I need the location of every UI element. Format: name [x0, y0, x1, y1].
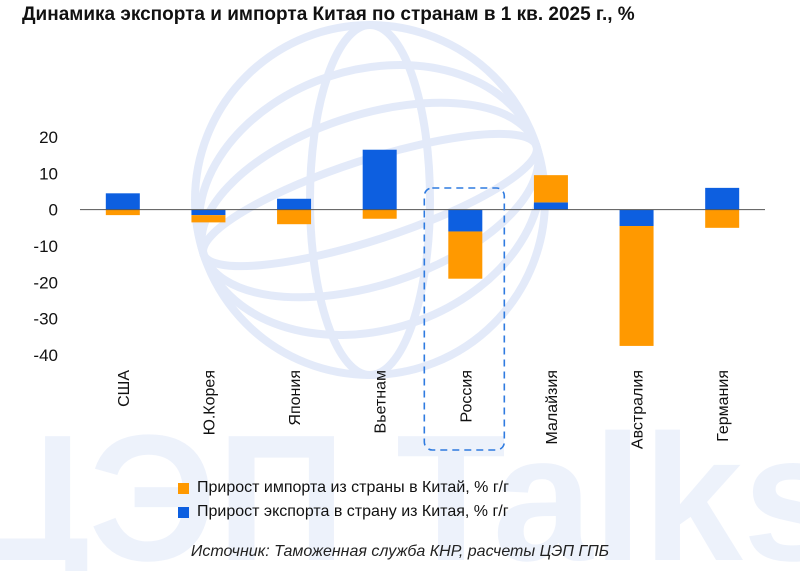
bar-export-3	[362, 149, 397, 210]
bar-import-7	[705, 209, 740, 228]
bar-export-6	[619, 209, 654, 227]
category-label: Япония	[287, 370, 304, 426]
y-tick-label: 20	[39, 128, 58, 147]
bar-import-4	[448, 231, 483, 279]
legend-swatch-import	[178, 482, 189, 494]
category-labels: США Ю.Корея Япония Вьетнам Россия Малайзия Авс…	[116, 370, 732, 449]
category-label: Вьетнам	[373, 370, 390, 433]
bar-export-1	[191, 209, 226, 216]
highlight-box-russia	[423, 187, 506, 451]
bar-export-0	[105, 193, 140, 210]
bar-import-5	[533, 175, 568, 203]
bar-export-5	[533, 202, 568, 210]
category-label: Россия	[458, 370, 475, 422]
legend-label-export: Прирост экспорта в страну из Китая, % г/…	[197, 503, 509, 520]
category-label: Германия	[715, 370, 732, 442]
y-tick-label: -40	[33, 346, 58, 365]
y-tick-label: -10	[33, 237, 58, 256]
bar-import-3	[362, 209, 397, 219]
category-label: США	[116, 370, 133, 407]
watermark-text: ЦЭП Talks	[0, 398, 800, 571]
bar-export-4	[448, 209, 483, 232]
bar-export-7	[705, 187, 740, 210]
y-tick-label: 0	[49, 201, 58, 220]
bar-import-0	[105, 209, 140, 216]
category-label: Австралия	[630, 370, 647, 449]
bar-import-2	[277, 209, 312, 225]
source-note: Источник: Таможенная служба КНР, расчеты…	[190, 543, 610, 560]
y-tick-label: -30	[33, 310, 58, 329]
y-axis: 20 10 0 -10 -20 -30 -40	[33, 128, 58, 365]
bars	[105, 149, 740, 346]
bar-import-1	[191, 215, 226, 223]
category-label: Малайзия	[544, 370, 561, 445]
y-tick-label: -20	[33, 273, 58, 292]
legend: Прирост импорта из страны в Китай, % г/г…	[178, 476, 509, 524]
category-label: Ю.Корея	[201, 370, 218, 435]
chart-title: Динамика экспорта и импорта Китая по стр…	[22, 4, 635, 25]
legend-swatch-export	[178, 506, 189, 518]
legend-label-import: Прирост импорта из страны в Китай, % г/г	[197, 479, 509, 496]
bar-export-2	[277, 198, 312, 210]
bar-import-6	[619, 226, 654, 346]
legend-item-export: Прирост экспорта в страну из Китая, % г/…	[178, 500, 509, 524]
legend-item-import: Прирост импорта из страны в Китай, % г/г	[178, 476, 509, 500]
y-tick-label: 10	[39, 164, 58, 183]
